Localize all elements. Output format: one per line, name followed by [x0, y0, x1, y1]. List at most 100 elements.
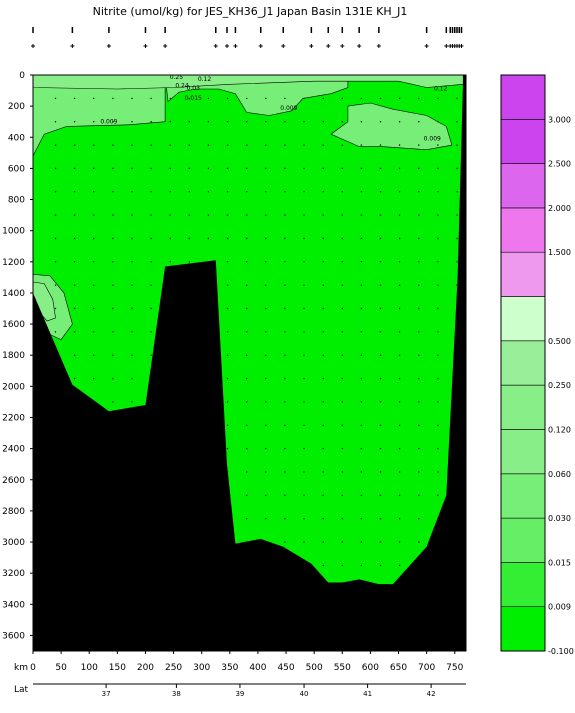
sample-dot	[246, 331, 248, 333]
sample-dot	[54, 494, 57, 496]
sample-dot	[398, 424, 401, 426]
sample-dot	[73, 377, 76, 380]
sample-dot	[284, 611, 286, 613]
x-tick-label: 50	[55, 663, 67, 673]
sample-dot	[418, 564, 420, 567]
sample-dot	[169, 214, 171, 216]
sample-dot	[131, 564, 133, 567]
y-tick-label: 1600	[2, 320, 25, 330]
sample-dot	[322, 167, 324, 170]
sample-dot	[456, 191, 458, 193]
sample-dot	[265, 447, 267, 450]
sample-dot	[73, 354, 76, 356]
sample-dot	[207, 354, 210, 356]
sample-dot	[246, 424, 248, 426]
sample-dot	[379, 121, 382, 123]
sample-dot	[207, 307, 210, 310]
sample-dot	[93, 261, 95, 263]
sample-dot	[360, 97, 363, 100]
sample-dot	[54, 541, 57, 543]
sample-dot	[341, 588, 343, 590]
sample-dot	[246, 611, 248, 613]
sample-dot	[284, 447, 286, 450]
sample-dot	[112, 331, 114, 333]
sample-dot	[150, 237, 152, 240]
sample-dot	[188, 588, 190, 590]
sample-dot	[169, 354, 171, 356]
sample-dot	[303, 611, 305, 613]
sample-dot	[418, 284, 420, 286]
sample-dot	[226, 424, 229, 426]
sample-dot	[341, 377, 343, 380]
colorbar-cell	[500, 207, 546, 253]
sample-dot	[150, 447, 152, 450]
sample-dot	[303, 447, 305, 450]
sample-dot	[188, 261, 190, 263]
sample-dot	[131, 237, 133, 240]
sample-dot	[379, 331, 382, 333]
sample-dot	[418, 518, 420, 520]
sample-dot	[379, 424, 382, 426]
sample-dot	[418, 307, 420, 310]
sample-dot	[207, 121, 210, 123]
sample-dot	[131, 611, 133, 613]
sample-dot	[322, 144, 324, 146]
sample-dot	[188, 401, 190, 403]
sample-dot	[93, 191, 95, 193]
sample-dot	[322, 307, 324, 310]
sample-dot	[54, 307, 57, 310]
sample-dot	[322, 284, 324, 286]
sample-dot	[398, 377, 401, 380]
sample-dot	[360, 518, 363, 520]
sample-dot	[93, 144, 95, 146]
sample-dot	[93, 121, 95, 123]
sample-dot	[150, 471, 152, 473]
sample-dot	[207, 588, 210, 590]
sample-dot	[150, 167, 152, 170]
sample-dot	[456, 331, 458, 333]
sample-dot	[341, 354, 343, 356]
sample-dot	[93, 471, 95, 473]
lat-tick-label: 40	[300, 690, 309, 698]
sample-dot	[112, 354, 114, 356]
sample-dot	[246, 354, 248, 356]
y-tick-label: 1800	[2, 351, 25, 361]
sample-dot	[379, 518, 382, 520]
sample-dot	[284, 214, 286, 216]
sample-dot	[226, 494, 229, 496]
sample-dot	[398, 611, 401, 613]
sample-dot	[150, 97, 152, 100]
sample-dot	[246, 564, 248, 567]
x-tick-label: 100	[81, 663, 98, 673]
y-tick-label: 2400	[2, 445, 25, 455]
sample-dot	[360, 237, 363, 240]
sample-dot	[150, 564, 152, 567]
sample-dot	[418, 97, 420, 100]
sample-dot	[398, 401, 401, 403]
sample-dots	[54, 97, 458, 613]
sample-dot	[73, 424, 76, 426]
sample-dot	[54, 471, 57, 473]
colorbar-cell	[500, 517, 546, 563]
sample-dot	[246, 261, 248, 263]
x-tick-label: 550	[334, 663, 351, 673]
sample-dot	[418, 377, 420, 380]
sample-dot	[150, 401, 152, 403]
sample-dot	[379, 191, 382, 193]
sample-dot	[437, 588, 439, 590]
x-tick-label: 750	[446, 663, 463, 673]
y-tick-label: 1200	[2, 258, 25, 268]
sample-dot	[303, 214, 305, 216]
sample-dot	[303, 588, 305, 590]
sample-dot	[73, 471, 76, 473]
sample-dot	[112, 541, 114, 543]
sample-dot	[398, 541, 401, 543]
sample-dot	[246, 214, 248, 216]
sample-dot	[54, 377, 57, 380]
sample-dot	[456, 121, 458, 123]
x-tick-label: 250	[165, 663, 182, 673]
sample-dot	[398, 331, 401, 333]
sample-dot	[93, 97, 95, 100]
sample-dot	[379, 447, 382, 450]
sample-dot	[112, 377, 114, 380]
